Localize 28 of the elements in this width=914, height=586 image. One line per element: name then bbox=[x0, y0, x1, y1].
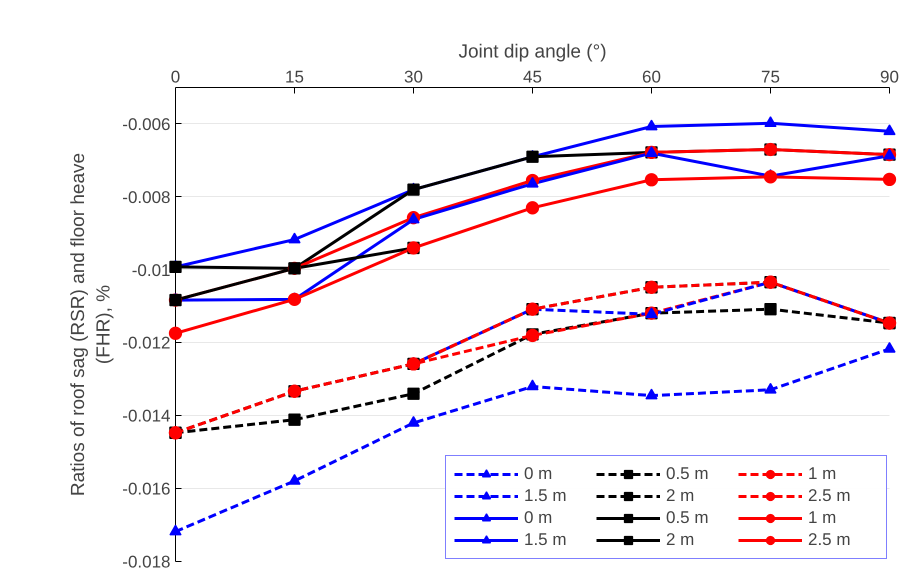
x-tick-label: 90 bbox=[880, 68, 899, 86]
y-tick-label: -0.006 bbox=[122, 114, 170, 134]
legend-label: 1 m bbox=[808, 508, 838, 528]
x-axis-title: Joint dip angle (°) bbox=[458, 42, 607, 62]
legend-label: 0.5 m bbox=[666, 464, 710, 484]
x-tick-label: 45 bbox=[523, 68, 542, 86]
legend-label: 2 m bbox=[666, 486, 696, 506]
y-tick-label: -0.008 bbox=[122, 188, 170, 207]
legend-label: 2.5 m bbox=[808, 530, 852, 550]
x-tick-label: 30 bbox=[404, 68, 423, 86]
x-tick-label: 75 bbox=[761, 68, 780, 86]
legend-label: 0 m bbox=[524, 508, 554, 528]
legend-label: 2.5 m bbox=[808, 486, 852, 506]
y-tick-label: -0.01 bbox=[132, 260, 170, 280]
legend-label: 1 m bbox=[808, 464, 838, 484]
x-tick-label: 60 bbox=[642, 68, 661, 86]
y-tick-label: -0.012 bbox=[122, 334, 170, 353]
legend-label: 1.5 m bbox=[524, 486, 568, 506]
legend-label: 1.5 m bbox=[524, 530, 568, 550]
y-tick-label: -0.014 bbox=[122, 406, 170, 426]
x-tick-label: 15 bbox=[285, 68, 304, 86]
y-axis-title: Ratios of roof sag (RSR) and floor heave (FHR), % bbox=[68, 152, 114, 496]
x-tick-label: 0 bbox=[170, 68, 180, 86]
y-tick-label: -0.018 bbox=[122, 552, 170, 572]
legend-label: 2 m bbox=[666, 530, 696, 550]
y-tick-label: -0.016 bbox=[122, 480, 170, 499]
legend-label: 0 m bbox=[524, 464, 554, 484]
legend-label: 0.5 m bbox=[666, 508, 710, 528]
